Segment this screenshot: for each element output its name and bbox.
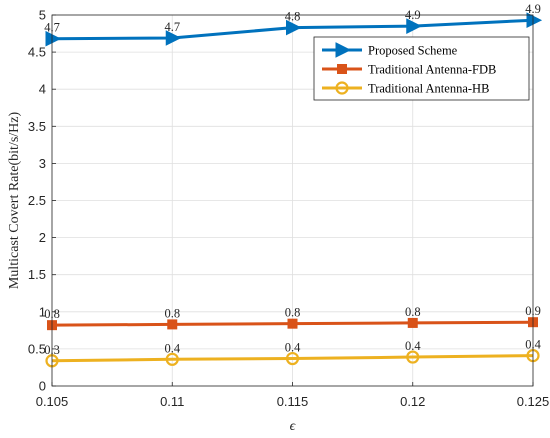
data-point: [407, 317, 418, 328]
data-point: [165, 352, 179, 366]
legend-label: Traditional Antenna-HB: [368, 82, 489, 96]
legend-label: Traditional Antenna-FDB: [368, 63, 496, 77]
x-tick-label: 0.11: [160, 394, 184, 409]
axis-ticks: 0.105 0.11 0.115 0.12 0.125 0 0.5 1 1.5 2 2.5 3 3.5 4…: [28, 8, 549, 410]
data-label: 4.8: [285, 10, 301, 24]
x-tick-label: 0.125: [517, 394, 550, 409]
legend-marker: [335, 42, 352, 58]
data-label: 0.4: [164, 341, 180, 355]
data-point: [287, 318, 298, 329]
series-proposed-scheme: [45, 12, 543, 47]
data-label: 0.4: [405, 339, 421, 353]
series-layer: [45, 12, 543, 368]
x-tick-label: 0.12: [400, 394, 425, 409]
data-label: 0.8: [405, 305, 421, 319]
x-axis-title: ϵ: [290, 419, 297, 434]
y-tick-label: 0: [39, 379, 46, 394]
data-label: 0.4: [285, 341, 301, 355]
x-tick-label: 0.105: [36, 394, 69, 409]
data-label: 0.8: [285, 306, 301, 320]
data-point: [286, 19, 302, 36]
legend-marker: [337, 64, 347, 74]
y-tick-label: 3.5: [28, 119, 46, 134]
data-point: [406, 18, 422, 34]
legend-entry: Traditional Antenna-HB: [322, 81, 489, 96]
legend-marker: [335, 81, 349, 95]
legend-label: Proposed Scheme: [368, 44, 458, 58]
series-line: [51, 354, 534, 363]
data-label: 4.7: [164, 20, 180, 34]
x-tick-label: 0.115: [277, 394, 309, 409]
y-tick-label: 3: [39, 156, 46, 171]
y-tick-label: 1: [39, 304, 46, 319]
series-traditional-antenna-hb: [45, 348, 540, 368]
y-tick-label: 4: [39, 82, 46, 97]
y-tick-label: 2: [39, 230, 46, 245]
data-point: [285, 351, 300, 366]
data-point: [165, 30, 182, 46]
y-axis-title: Multicast Covert Rate(bit/s/Hz): [7, 112, 22, 290]
data-point: [526, 12, 543, 29]
data-point: [167, 319, 178, 330]
y-tick-label: 1.5: [28, 267, 46, 282]
legend-entry: Traditional Antenna-FDB: [322, 63, 496, 77]
legend-entry: Proposed Scheme: [322, 42, 458, 58]
y-tick-label: 5: [39, 8, 46, 23]
y-tick-label: 0.5: [28, 341, 46, 356]
legend: Proposed Scheme Traditional Antenna-FDB Tr…: [313, 36, 530, 101]
y-tick-label: 4.5: [28, 45, 46, 60]
data-point: [45, 30, 62, 47]
data-label: 0.8: [164, 306, 180, 320]
data-point: [406, 350, 420, 364]
y-tick-label: 2.5: [28, 193, 46, 208]
data-labels: 4.7 4.74.8 4.9 4.90.8 0.8 0.8 0.8 0.90.3 0.4 0.4 0…: [44, 2, 541, 357]
data-label: 4.9: [525, 2, 541, 16]
